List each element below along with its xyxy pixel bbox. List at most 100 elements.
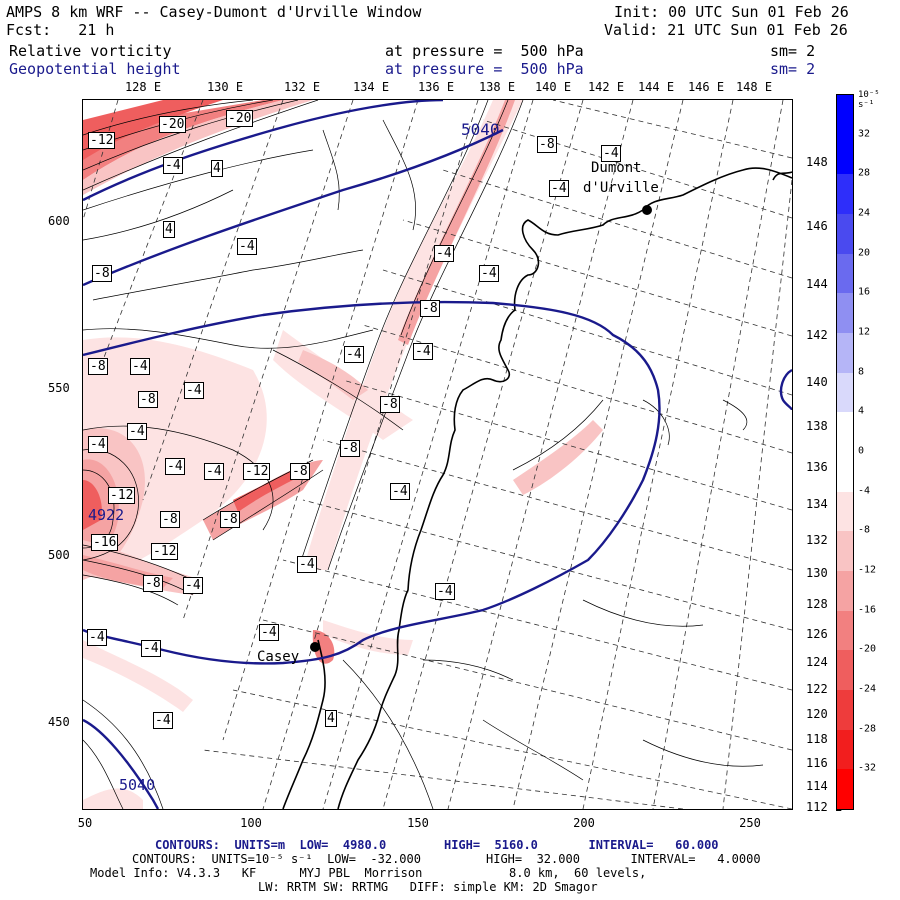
vort-label: -4 — [259, 624, 279, 641]
colorbar-label: 24 — [858, 207, 871, 219]
geopotential-contours — [83, 100, 792, 809]
colorbar-cell — [837, 174, 853, 215]
vort-label: -4 — [549, 180, 569, 197]
vort-label: -8 — [143, 575, 163, 592]
x-tick-label: 50 — [77, 816, 93, 830]
height-label: 4922 — [88, 506, 125, 524]
map-title: AMPS 8 km WRF -- Casey-Dumont d'Urville … — [6, 3, 422, 21]
vort-label: -4 — [344, 346, 364, 363]
colorbar — [836, 94, 854, 810]
colorbar-cell — [837, 253, 853, 294]
field1-level: at pressure = 500 hPa — [385, 42, 584, 60]
init-time: Init: 00 UTC Sun 01 Feb 26 — [614, 3, 849, 21]
field1-smoothing: sm= 2 — [770, 42, 816, 60]
vort-label: -4 — [237, 238, 257, 255]
vort-label: -4 — [601, 145, 621, 162]
colorbar-cell — [837, 729, 853, 770]
vort-label: -4 — [88, 436, 108, 453]
vort-label: -4 — [479, 265, 499, 282]
graticule-label: 130 E — [806, 566, 843, 580]
vort-label: -8 — [380, 396, 400, 413]
colorbar-cell — [837, 690, 853, 731]
colorbar-label: -32 — [858, 762, 877, 774]
graticule-label: 126 E — [806, 627, 843, 641]
vort-label: -12 — [151, 543, 179, 560]
vort-label: -12 — [108, 487, 136, 504]
colorbar-label: 16 — [858, 286, 871, 298]
map-panel: 5040 4922 5040 Dumont d'Urville Casey -1… — [82, 99, 793, 810]
vort-label: -8 — [138, 391, 158, 408]
x-tick-label: 150 — [407, 816, 429, 830]
footer-physics-info: LW: RRTM SW: RRTMG DIFF: simple KM: 2D S… — [258, 880, 598, 894]
lon-label: 142 E — [587, 80, 625, 94]
colorbar-cell — [837, 333, 853, 374]
graticule-label: 112 E — [806, 800, 843, 814]
vort-label: -4 — [165, 458, 185, 475]
lon-label: 144 E — [637, 80, 675, 94]
vort-label: 4 — [163, 221, 175, 238]
colorbar-label: 32 — [858, 128, 871, 140]
graticule-label: 138 E — [806, 419, 843, 433]
vort-label: -4 — [390, 483, 410, 500]
graticule-label: 140 E — [806, 375, 843, 389]
x-tick-label: 250 — [739, 816, 761, 830]
vort-label: -4 — [184, 382, 204, 399]
field2-name: Geopotential height — [9, 60, 181, 78]
graticule-label: 118 E — [806, 732, 843, 746]
vort-label: -4 — [204, 463, 224, 480]
vort-label: -4 — [127, 423, 147, 440]
map-canvas — [83, 100, 792, 809]
vort-label: -8 — [420, 300, 440, 317]
y-tick-label: 450 — [48, 715, 70, 729]
colorbar-label: 4 — [858, 405, 865, 417]
colorbar-label: -20 — [858, 643, 877, 655]
colorbar-label: 0 — [858, 445, 865, 457]
vort-label: -4 — [130, 358, 150, 375]
graticule — [83, 100, 792, 809]
colorbar-unit: 10⁻⁵ s⁻¹ — [858, 90, 880, 110]
x-tick-label: 100 — [240, 816, 262, 830]
y-tick-label: 600 — [48, 214, 70, 228]
vort-label: -4 — [153, 712, 173, 729]
colorbar-cell — [837, 769, 853, 810]
graticule-label: 146 E — [806, 219, 843, 233]
graticule-label: 122 E — [806, 682, 843, 696]
vort-label: -4 — [434, 245, 454, 262]
colorbar-cell — [837, 134, 853, 175]
vort-label: -8 — [220, 511, 240, 528]
colorbar-cell — [837, 95, 853, 136]
vort-label: -8 — [92, 265, 112, 282]
vort-label: -16 — [91, 534, 119, 551]
dumont-station-marker — [642, 205, 652, 215]
vort-label: -4 — [435, 583, 455, 600]
vort-label: -20 — [226, 110, 254, 127]
graticule-label: 114 E — [806, 779, 843, 793]
vort-label: -12 — [88, 132, 116, 149]
colorbar-label: 12 — [858, 326, 871, 338]
durville-label: d'Urville — [583, 180, 659, 196]
field2-level: at pressure = 500 hPa — [385, 60, 584, 78]
colorbar-label: -28 — [858, 723, 877, 735]
vort-label: 4 — [211, 160, 223, 177]
vort-label: -8 — [340, 440, 360, 457]
colorbar-cell — [837, 412, 853, 453]
graticule-label: 116 E — [806, 756, 843, 770]
graticule-label: 148 E — [806, 155, 843, 169]
vort-label: -4 — [163, 157, 183, 174]
colorbar-label: 8 — [858, 366, 865, 378]
footer-model-info: Model Info: V4.3.3 KF MYJ PBL Morrison 8… — [90, 866, 647, 880]
graticule-label: 136 E — [806, 460, 843, 474]
colorbar-cell — [837, 293, 853, 334]
field2-smoothing: sm= 2 — [770, 60, 816, 78]
vort-label: -4 — [413, 343, 433, 360]
lon-label: 132 E — [283, 80, 321, 94]
colorbar-cell — [837, 531, 853, 572]
colorbar-cell — [837, 214, 853, 255]
vort-label: -4 — [183, 577, 203, 594]
vort-label: -8 — [290, 463, 310, 480]
lon-label: 138 E — [478, 80, 516, 94]
graticule-label: 128 E — [806, 597, 843, 611]
graticule-label: 120 E — [806, 707, 843, 721]
colorbar-cell — [837, 491, 853, 532]
coastline — [282, 167, 792, 809]
